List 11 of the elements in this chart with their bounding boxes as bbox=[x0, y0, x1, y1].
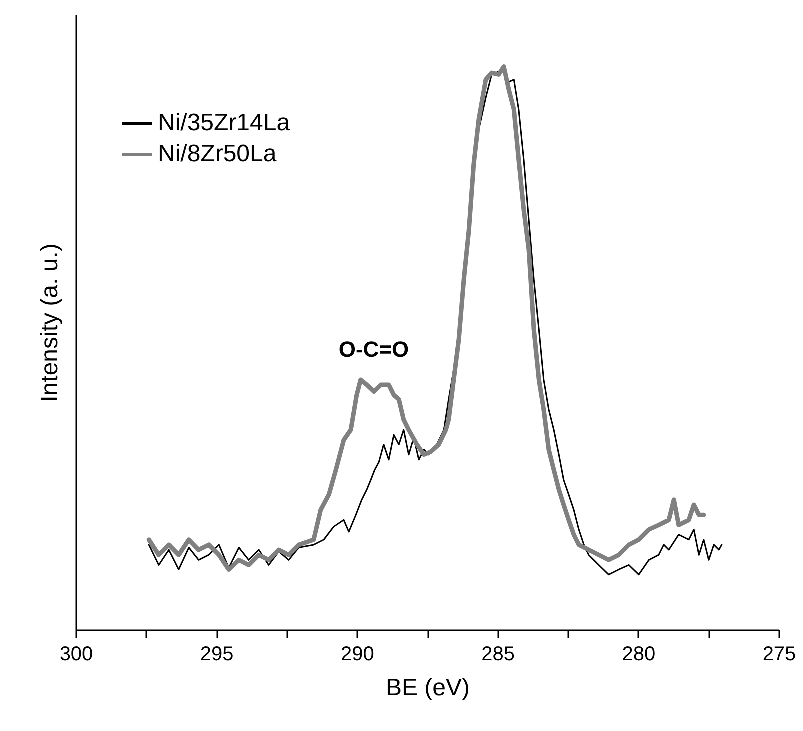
legend-label: Ni/35Zr14La bbox=[158, 110, 291, 136]
x-tick-label: 275 bbox=[762, 644, 796, 666]
x-axis-title: BE (eV) bbox=[386, 674, 470, 702]
x-tick-label: 290 bbox=[341, 644, 374, 666]
annotation: O-C=O bbox=[338, 337, 410, 362]
x-tick-label: 300 bbox=[60, 644, 94, 666]
y-axis-title: Intensity (a. u.) bbox=[36, 244, 64, 402]
x-tick-label: 295 bbox=[200, 644, 234, 666]
legend-label: Ni/8Zr50La bbox=[158, 140, 278, 168]
x-tick-label: 285 bbox=[482, 644, 515, 666]
x-tick-label: 280 bbox=[622, 644, 656, 666]
